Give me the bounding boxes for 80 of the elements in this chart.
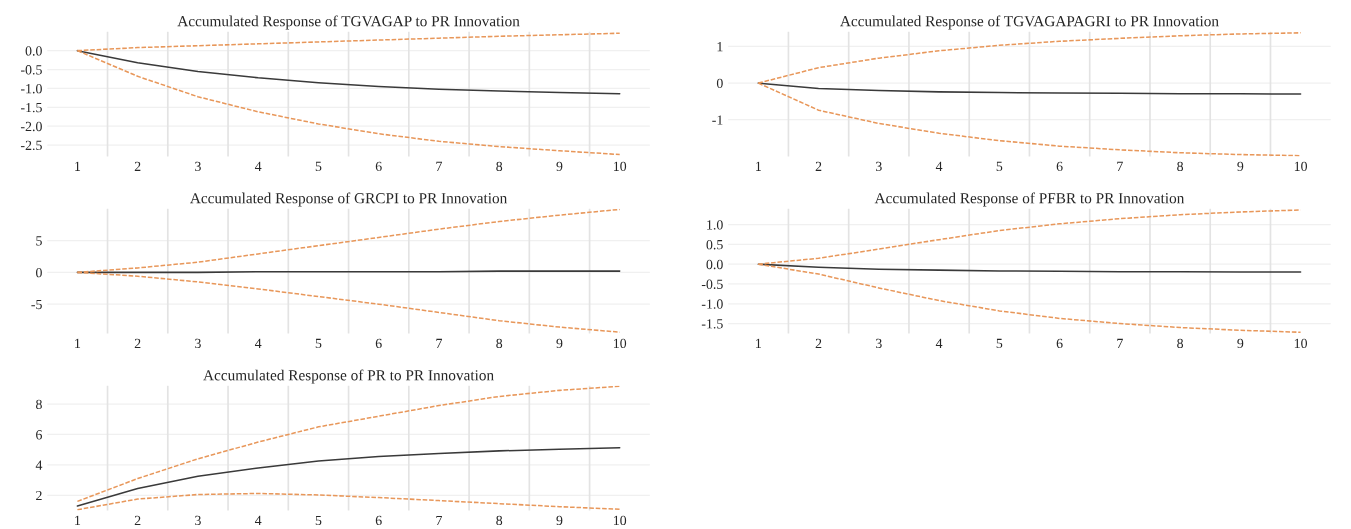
y-tick-label: 2 [36, 490, 42, 501]
x-tick-label: 3 [195, 161, 201, 172]
x-tick-label: 4 [935, 338, 943, 348]
x-tick-label: 9 [1237, 338, 1244, 349]
chart-title: Accumulated Response of TGVAGAPAGRI to PR Innovation [840, 15, 1219, 30]
x-tick-label: 1 [75, 515, 81, 525]
x-tick-label: 4 [254, 338, 262, 348]
x-tick-label: 3 [195, 515, 201, 526]
x-tick-label: 10 [613, 515, 627, 526]
x-tick-label: 9 [1237, 161, 1244, 172]
y-tick-label: -1.5 [20, 102, 42, 113]
line-series [76, 385, 621, 503]
x-tick-label: 1 [75, 338, 81, 348]
x-tick-label: 3 [876, 161, 882, 172]
x-tick-label: 2 [134, 338, 141, 348]
x-tick-label: 10 [1294, 161, 1308, 172]
x-tick-label: 1 [75, 161, 81, 171]
x-tick-label: 2 [134, 161, 141, 171]
y-tick-label: 0.0 [25, 46, 42, 56]
x-tick-label: 5 [996, 161, 1003, 172]
y-tick-label: 6 [36, 430, 43, 440]
line-series [76, 492, 621, 511]
x-tick-label: 9 [556, 338, 563, 349]
x-tick-label: 3 [195, 338, 201, 349]
x-tick-label: 2 [815, 161, 822, 171]
y-tick-label: 5 [36, 236, 42, 246]
x-tick-label: 4 [254, 515, 262, 525]
x-tick-label: 2 [815, 338, 822, 348]
x-tick-label: 8 [496, 338, 503, 349]
x-tick-label: 8 [496, 161, 503, 172]
y-tick-label: -0.5 [701, 279, 723, 289]
x-tick-label: 10 [1294, 338, 1308, 349]
x-tick-label: 5 [315, 338, 322, 349]
x-tick-label: 2 [134, 515, 141, 525]
x-tick-label: 5 [315, 161, 322, 172]
y-tick-label: 0 [716, 78, 723, 89]
y-tick-label: 4 [35, 460, 43, 470]
x-tick-label: 6 [375, 161, 382, 172]
x-tick-label: 8 [496, 515, 503, 526]
y-tick-label: -5 [31, 299, 42, 310]
y-tick-label: -1.5 [701, 319, 723, 329]
x-tick-label: 3 [876, 338, 882, 349]
x-tick-label: 8 [1177, 338, 1184, 349]
y-tick-label: 1.0 [707, 220, 723, 230]
x-tick-label: 9 [556, 515, 563, 526]
y-tick-label: -1.0 [20, 83, 42, 94]
x-tick-label: 7 [436, 338, 443, 348]
chart-title: Accumulated Response of GRCPI to PR Innovation [190, 192, 508, 207]
chart-title: Accumulated Response of PR to PR Innovation [203, 369, 494, 384]
y-tick-label: -0.5 [20, 65, 42, 75]
x-tick-label: 10 [613, 338, 627, 349]
x-tick-label: 1 [756, 338, 761, 348]
y-tick-label: 0.5 [706, 239, 723, 250]
chart-title: Accumulated Response of PFBR to PR Innovation [874, 192, 1185, 207]
x-tick-label: 1 [756, 161, 761, 171]
y-tick-label: -2.5 [20, 140, 42, 151]
x-tick-label: 6 [375, 515, 382, 526]
x-tick-label: 10 [613, 161, 627, 172]
x-tick-label: 5 [996, 338, 1003, 349]
x-tick-label: 7 [436, 161, 443, 171]
x-tick-label: 8 [1177, 161, 1184, 172]
y-tick-label: 0 [36, 267, 42, 278]
y-tick-label: 1 [717, 42, 723, 52]
x-tick-label: 7 [1117, 161, 1123, 171]
y-tick-label: 0.0 [706, 259, 723, 270]
x-tick-label: 9 [556, 161, 563, 172]
y-tick-label: -1.0 [701, 299, 723, 309]
x-tick-label: 5 [315, 515, 322, 526]
x-tick-label: 7 [1117, 338, 1123, 348]
chart-title: Accumulated Response of TGVAGAP to PR Innovation [177, 15, 520, 30]
y-tick-label: 8 [36, 399, 42, 410]
line-series [76, 447, 621, 507]
x-tick-label: 6 [375, 338, 382, 349]
x-tick-label: 6 [1056, 161, 1063, 172]
y-tick-label: -1 [712, 115, 723, 125]
x-tick-label: 4 [254, 161, 262, 171]
x-tick-label: 7 [436, 515, 443, 525]
y-tick-label: -2.0 [20, 121, 42, 132]
x-tick-label: 6 [1056, 338, 1063, 349]
x-tick-label: 4 [935, 161, 943, 171]
